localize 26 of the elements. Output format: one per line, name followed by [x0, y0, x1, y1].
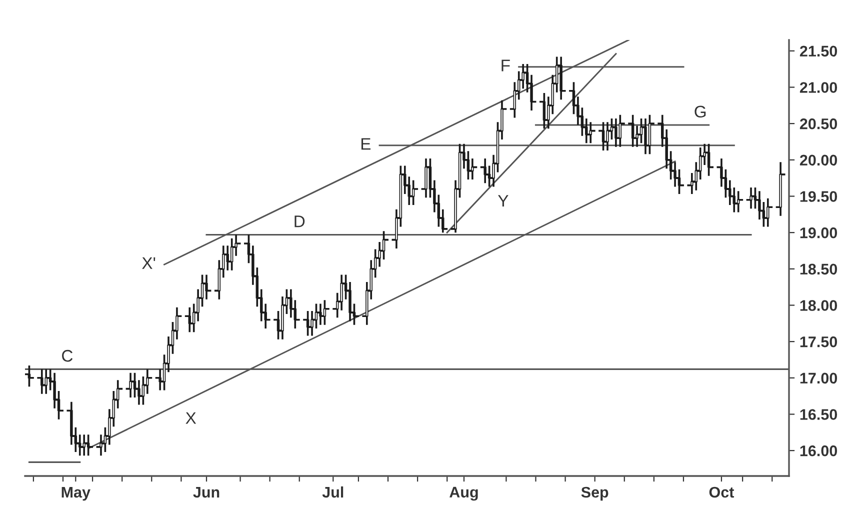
y-tick-label: 20.50: [800, 118, 838, 130]
x-tick-label: Jul: [322, 486, 344, 498]
y-tick-label: 17.00: [800, 372, 838, 384]
x-tick-label: May: [62, 486, 90, 501]
y-tick-label: 19.50: [800, 191, 838, 202]
annotation: D: [294, 216, 305, 228]
y-tick-label: 21.00: [800, 82, 838, 93]
annotation: X: [186, 412, 196, 424]
annotation: Y: [498, 195, 508, 207]
annotation: F: [502, 60, 510, 72]
x-tick-label: Aug: [450, 486, 478, 501]
y-tick-label: 18.00: [800, 300, 838, 311]
annotation: X': [142, 257, 156, 269]
y-tick-label: 18.50: [800, 264, 838, 275]
annotation: G: [694, 106, 706, 118]
y-tick-label: 17.50: [800, 336, 838, 348]
annotation: C: [62, 350, 73, 362]
y-tick-label: 19.00: [800, 227, 838, 238]
x-tick-label: Jun: [193, 486, 220, 498]
x-tick-label: Sep: [581, 486, 608, 501]
y-tick-label: 16.00: [800, 445, 838, 456]
y-tick-label: 21.50: [800, 46, 838, 57]
x-tick-label: Oct: [709, 486, 734, 498]
annotation: E: [361, 138, 371, 150]
y-tick-label: 20.00: [800, 154, 838, 166]
y-tick-label: 16.50: [800, 409, 838, 420]
